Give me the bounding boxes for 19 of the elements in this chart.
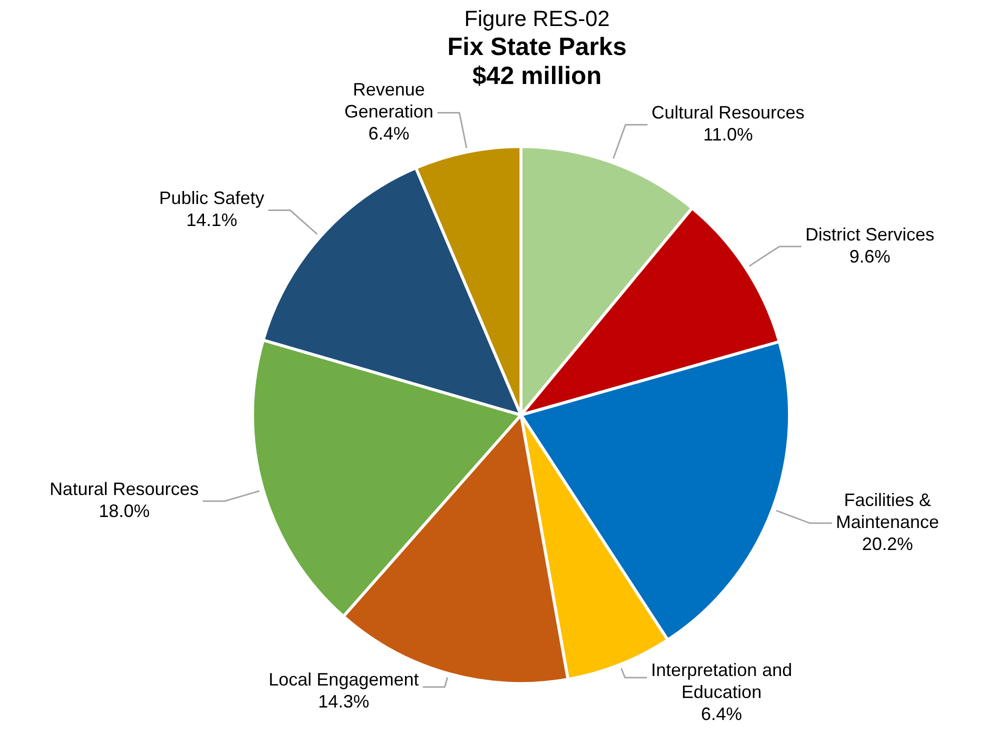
slice-label: Public Safety: [159, 188, 264, 208]
slice-label: Interpretation and Education: [650, 660, 792, 702]
slice-label: Local Engagement: [268, 669, 419, 690]
data-label: 20.2%: [862, 534, 913, 554]
chart-subtitle: $42 million: [472, 62, 602, 90]
data-label: 14.3%: [318, 691, 370, 712]
chart-title: Fix State Parks: [446, 33, 628, 62]
slice-label: District Services: [805, 224, 934, 244]
slice-label: Natural Resources: [50, 479, 199, 500]
data-label: 6.4%: [368, 124, 410, 144]
slice-label: Revenue Generation: [344, 80, 434, 122]
data-label: 11.0%: [703, 124, 753, 145]
data-label: 18.0%: [98, 501, 150, 522]
slice-label: Facilities & Maintenance: [836, 490, 939, 532]
text: Figure RES-02: [463, 5, 611, 33]
slice-label: Cultural Resources: [652, 102, 805, 123]
data-label: 9.6%: [849, 246, 890, 266]
data-label: 6.4%: [701, 704, 742, 724]
data-label: 14.1%: [186, 210, 238, 230]
